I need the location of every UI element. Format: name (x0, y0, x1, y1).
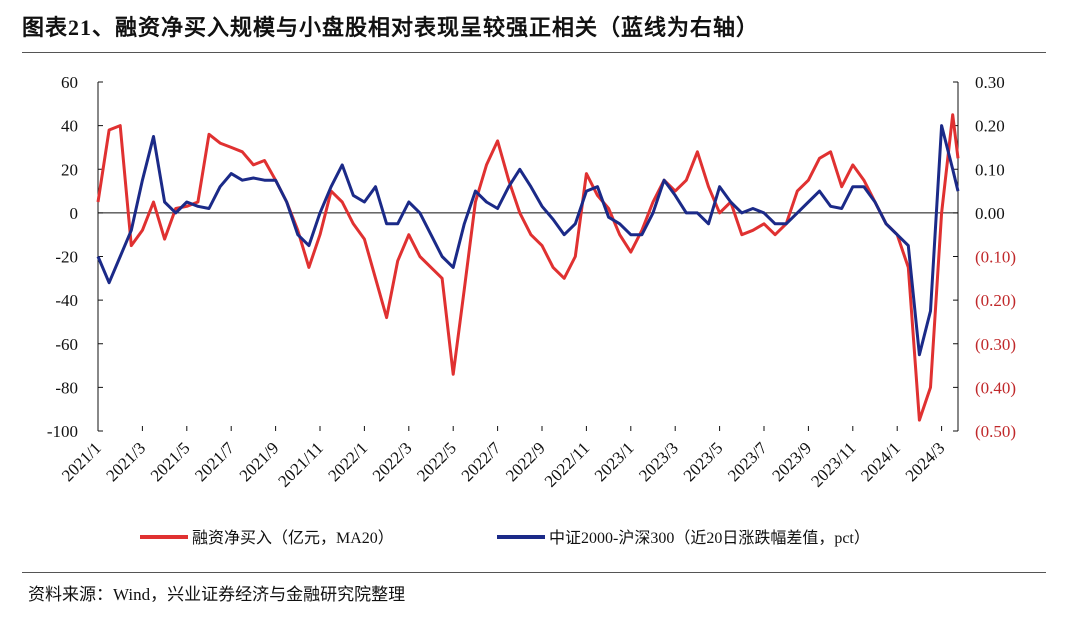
x-tick-label: 2022/3 (369, 438, 416, 485)
x-tick-label: 2023/5 (680, 438, 727, 485)
right-tick-label: (0.30) (975, 335, 1016, 354)
right-tick-label: 0.10 (975, 160, 1005, 179)
right-tick-label: 0.20 (975, 117, 1005, 136)
x-tick-label: 2023/7 (724, 438, 771, 485)
left-tick-label: -60 (55, 335, 78, 354)
x-tick-label: 2021/7 (191, 438, 238, 485)
source-note: 资料来源：Wind，兴业证券经济与金融研究院整理 (28, 585, 406, 604)
source-divider (22, 572, 1046, 573)
chart-title: 图表21、融资净买入规模与小盘股相对表现呈较强正相关（蓝线为右轴） (22, 15, 760, 40)
left-tick-label: -100 (47, 422, 78, 441)
right-tick-label: 0.00 (975, 204, 1005, 223)
x-tick-label: 2023/11 (807, 438, 859, 490)
x-tick-label: 2024/3 (902, 438, 949, 485)
x-tick-label: 2022/5 (413, 438, 460, 485)
x-tick-label: 2021/3 (102, 438, 149, 485)
right-tick-label: (0.40) (975, 378, 1016, 397)
left-tick-label: 20 (61, 160, 78, 179)
x-tick-label: 2022/7 (458, 438, 505, 485)
legend-label: 融资净买入（亿元，MA20） (192, 529, 394, 547)
x-tick-label: 2022/11 (541, 438, 593, 490)
right-tick-label: (0.50) (975, 422, 1016, 441)
left-tick-label: -80 (55, 378, 78, 397)
left-tick-label: -20 (55, 248, 78, 267)
x-tick-label: 2021/1 (58, 438, 105, 485)
left-tick-label: -40 (55, 291, 78, 310)
left-tick-label: 0 (70, 204, 79, 223)
x-tick-label: 2024/1 (857, 438, 904, 485)
x-tick-label: 2023/1 (591, 438, 638, 485)
right-tick-label: (0.10) (975, 248, 1016, 267)
x-tick-label: 2021/11 (274, 438, 326, 490)
left-tick-label: 40 (61, 117, 78, 136)
x-tick-label: 2022/1 (324, 438, 371, 485)
right-tick-label: 0.30 (975, 73, 1005, 92)
x-tick-label: 2021/5 (147, 438, 194, 485)
series-line-margin-net-buy (96, 113, 960, 422)
right-tick-label: (0.20) (975, 291, 1016, 310)
title-divider (22, 52, 1046, 53)
legend-label: 中证2000-沪深300（近20日涨跌幅差值，pct） (549, 529, 870, 547)
series-line-csi2000-vs-hs300 (96, 124, 960, 357)
x-tick-label: 2023/3 (635, 438, 682, 485)
left-tick-label: 60 (61, 73, 78, 92)
